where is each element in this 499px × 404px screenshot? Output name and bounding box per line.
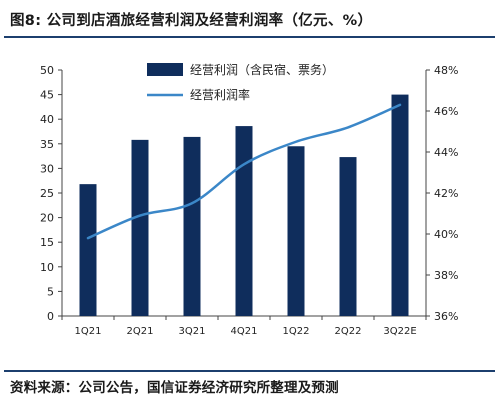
legend-label-bar: 经营利润（含民宿、票务） bbox=[190, 62, 334, 77]
bar-operating-profit bbox=[79, 184, 97, 316]
x-tick-label: 2Q21 bbox=[127, 326, 154, 337]
y-right-tick-label: 42% bbox=[434, 187, 458, 200]
y-left-tick-label: 45 bbox=[40, 89, 54, 102]
title-rule bbox=[4, 36, 495, 38]
bar-operating-profit bbox=[339, 157, 357, 316]
y-left-tick-label: 30 bbox=[40, 162, 54, 175]
x-tick-label: 2Q22 bbox=[335, 326, 362, 337]
bar-operating-profit bbox=[235, 126, 253, 316]
legend-label-line: 经营利润率 bbox=[190, 87, 250, 102]
y-left-tick-label: 25 bbox=[40, 187, 54, 200]
y-right-tick-label: 36% bbox=[434, 310, 458, 323]
y-left-tick-label: 0 bbox=[47, 310, 54, 323]
y-left-tick-label: 40 bbox=[40, 113, 54, 126]
y-left-tick-label: 15 bbox=[40, 236, 54, 249]
y-left-tick-label: 5 bbox=[47, 285, 54, 298]
bar-operating-profit bbox=[391, 94, 409, 316]
y-right-tick-label: 40% bbox=[434, 228, 458, 241]
x-tick-label: 4Q21 bbox=[231, 326, 258, 337]
bar-operating-profit bbox=[183, 136, 201, 316]
y-left-tick-label: 20 bbox=[40, 212, 54, 225]
x-tick-label: 1Q21 bbox=[75, 326, 102, 337]
y-left-tick-label: 35 bbox=[40, 138, 54, 151]
y-left-tick-label: 10 bbox=[40, 261, 54, 274]
y-right-tick-label: 46% bbox=[434, 105, 458, 118]
line-operating-margin bbox=[86, 103, 402, 240]
y-left-tick-label: 50 bbox=[40, 64, 54, 77]
x-tick-label: 3Q21 bbox=[179, 326, 206, 337]
y-right-tick-label: 44% bbox=[434, 146, 458, 159]
x-tick-label: 1Q22 bbox=[283, 326, 310, 337]
source-rule bbox=[4, 370, 495, 372]
legend-swatch-bar bbox=[147, 63, 183, 76]
bar-operating-profit bbox=[131, 139, 149, 316]
y-right-tick-label: 48% bbox=[434, 64, 458, 77]
source-note: 资料来源：公司公告，国信证券经济研究所整理及预测 bbox=[10, 380, 339, 396]
bar-operating-profit bbox=[287, 146, 305, 316]
x-tick-label: 3Q22E bbox=[383, 326, 416, 337]
y-right-tick-label: 38% bbox=[434, 269, 458, 282]
chart-title: 图8: 公司到店酒旅经营利润及经营利润率（亿元、%） bbox=[10, 13, 373, 29]
